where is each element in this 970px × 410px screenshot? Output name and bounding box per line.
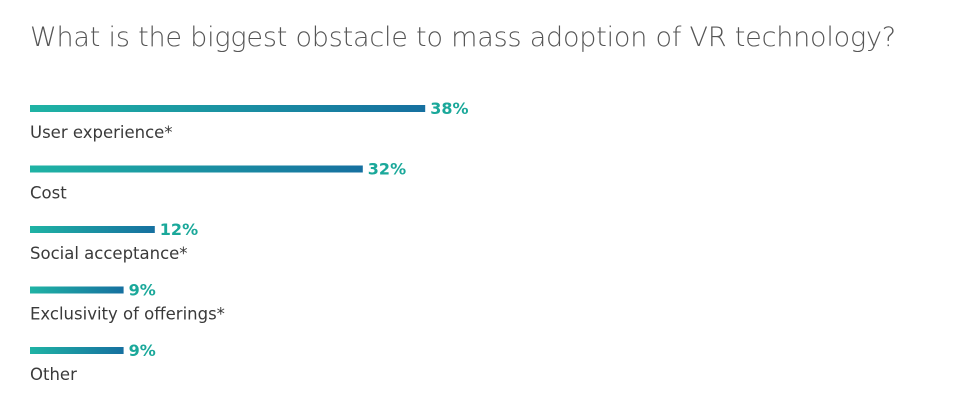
value-label-3: 12%: [160, 220, 198, 239]
category-label-1: User experience*: [30, 123, 173, 142]
chart-title: What is the biggest obstacle to mass ado…: [30, 22, 896, 53]
bar-4: [30, 286, 124, 294]
value-label-2: 32%: [368, 160, 406, 179]
bar-5: [30, 347, 124, 354]
category-label-4: Exclusivity of offerings*: [30, 305, 225, 324]
bars-group: 38% User experience* 32% Cost 12% Social acce…: [30, 99, 468, 384]
value-label-1: 38%: [430, 99, 468, 118]
bar-1: [30, 105, 426, 112]
value-label-4: 9%: [129, 281, 156, 300]
category-label-5: Other: [30, 365, 77, 384]
bar-3: [30, 226, 155, 233]
category-label-2: Cost: [30, 184, 67, 203]
value-label-5: 9%: [129, 341, 156, 360]
bar-2: [30, 165, 363, 173]
category-label-3: Social acceptance*: [30, 244, 188, 263]
